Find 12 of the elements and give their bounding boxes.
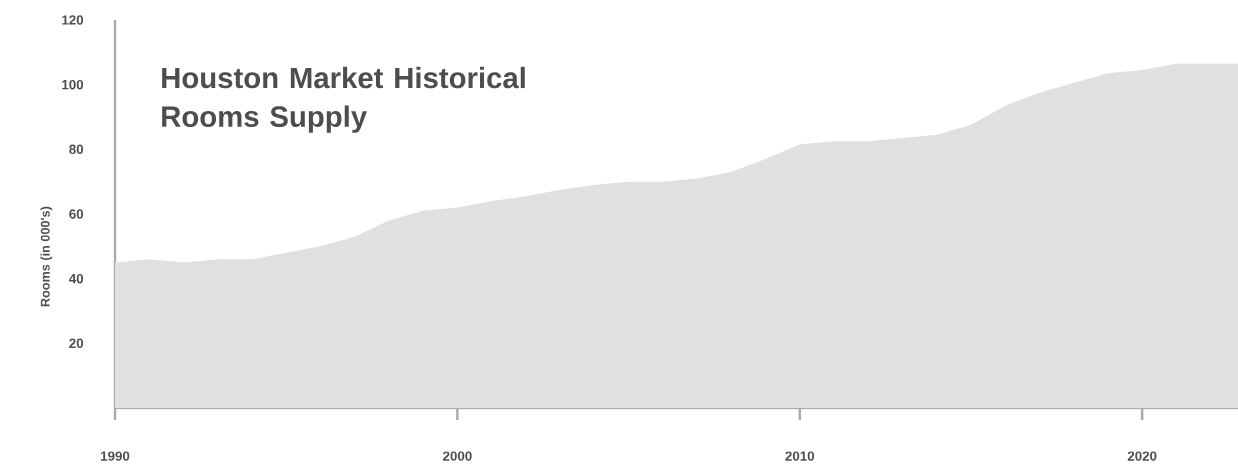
x-tick-label: 1990 bbox=[101, 451, 130, 461]
y-axis-title: Rooms (in 000's) bbox=[40, 206, 53, 307]
y-tick-label: 120 bbox=[62, 15, 84, 25]
x-tick-label: 2000 bbox=[443, 451, 472, 461]
y-tick-label: 60 bbox=[69, 209, 84, 219]
text: Houston Market Historical Rooms Supply bbox=[162, 66, 525, 133]
y-tick-label: 40 bbox=[69, 273, 84, 284]
x-tick-label: 2010 bbox=[785, 451, 815, 461]
y-tick-label: 80 bbox=[69, 144, 84, 155]
x-tick-label: 2020 bbox=[1127, 451, 1157, 461]
y-tick-label: 100 bbox=[62, 79, 84, 90]
y-tick-label: 20 bbox=[69, 338, 84, 349]
